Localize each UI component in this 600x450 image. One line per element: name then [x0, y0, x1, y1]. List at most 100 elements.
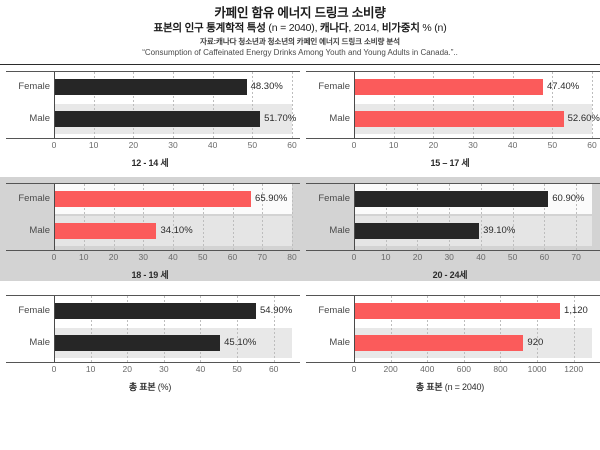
gridline — [262, 184, 264, 250]
panel-title-light: (%) — [155, 382, 172, 392]
bar-value-label: 52.60% — [567, 113, 600, 124]
x-tick-label: 600 — [456, 364, 471, 374]
gridline — [143, 184, 145, 250]
gridline — [237, 296, 239, 362]
category-label-male: Male — [29, 225, 50, 236]
category-label-male: Male — [29, 337, 50, 348]
bar-female — [55, 191, 252, 207]
page-title: 카페인 함유 에너지 드링크 소비량 — [214, 6, 386, 20]
quote-line: “Consumption of Caffeinated Energy Drink… — [142, 48, 458, 57]
x-tick-label: 40 — [207, 140, 218, 150]
chart-band-2: Female 65.90% Male 34.10% 0 10 20 30 40 50 60 70 80… — [0, 177, 600, 281]
plot-bottom-rule — [6, 138, 300, 139]
value-axis-line — [54, 72, 55, 138]
band-gap-1 — [0, 169, 600, 177]
x-tick-label: 70 — [257, 252, 267, 262]
bar-male — [55, 335, 221, 351]
plot-area-0: Female 48.30% Male 51.70% — [0, 71, 300, 139]
bar-male — [355, 335, 524, 351]
category-label-female: Female — [18, 193, 50, 204]
x-tick-label: 70 — [571, 252, 581, 262]
gridline — [292, 72, 293, 138]
plot-top-rule — [306, 183, 600, 184]
plot-bottom-rule — [306, 250, 600, 251]
x-tick-label: 20 — [428, 140, 439, 150]
x-tick-label: 20 — [122, 364, 132, 374]
chart-header: 카페인 함유 에너지 드링크 소비량 표본의 인구 통계학적 특성 (n = 2… — [0, 0, 600, 65]
x-tick-label: 0 — [51, 364, 57, 374]
bar-value-label: 60.90% — [552, 193, 585, 204]
x-tick-label: 0 — [51, 140, 57, 150]
bar-female — [55, 79, 247, 95]
plot-area-3: Female 60.90% Male 39.10% — [300, 183, 600, 251]
bar-value-label: 65.90% — [255, 193, 288, 204]
gridline — [252, 72, 254, 138]
bar-value-label: 47.40% — [547, 81, 580, 92]
panel-caption-3: 20 - 24세 — [432, 270, 468, 280]
x-tick-label: 60 — [227, 252, 238, 262]
x-tick-label: 10 — [79, 252, 89, 262]
value-axis-line — [354, 184, 355, 250]
x-tick-label: 400 — [420, 364, 435, 374]
bar-female — [355, 303, 561, 319]
value-axis-line — [354, 296, 355, 362]
header-divider — [0, 64, 600, 65]
plot-area-1: Female 47.40% Male 52.60% — [300, 71, 600, 139]
x-tick-label: 0 — [51, 252, 57, 262]
x-tick-label: 60 — [287, 140, 297, 150]
plot-top-rule — [306, 295, 600, 296]
gridline — [463, 296, 465, 362]
x-tick-label: 60 — [268, 364, 279, 374]
band-gap-2 — [0, 281, 600, 289]
x-tick-label: 40 — [507, 140, 518, 150]
x-tick-label: 0 — [351, 140, 357, 150]
x-axis-3: 0 10 20 30 40 50 60 70 — [306, 251, 600, 265]
x-axis-4: 0 10 20 30 40 50 60 — [6, 363, 300, 377]
chart-panel-3: Female 60.90% Male 39.10% 0 10 20 30 40 50 60 70 2… — [300, 177, 600, 281]
bar-female — [355, 191, 549, 207]
plot-area-5: Female 1,120 Male 920 — [300, 295, 600, 363]
gridline — [417, 184, 419, 250]
gridline — [500, 296, 502, 362]
gridline — [385, 184, 387, 250]
panel-caption-4: 총 표본 (%) — [0, 380, 300, 393]
bar-male — [55, 223, 157, 239]
x-axis-1: 0 10 20 30 40 50 60 — [306, 139, 600, 153]
bar-value-label: 1,120 — [564, 305, 588, 316]
x-tick-label: 60 — [539, 252, 550, 262]
bar-value-label: 34.10% — [160, 225, 193, 236]
x-tick-label: 800 — [493, 364, 508, 374]
chart-panel-5: Female 1,120 Male 920 0 200 400 600 800 1000 1200… — [300, 289, 600, 393]
bar-male — [55, 111, 261, 127]
gridline — [212, 72, 214, 138]
subtitle-part-5: 비가중치 — [381, 22, 420, 34]
x-tick-label: 50 — [247, 140, 258, 150]
plot-bottom-rule — [6, 250, 300, 251]
x-tick-label: 60 — [587, 140, 597, 150]
x-tick-label: 30 — [168, 140, 178, 150]
category-label-female: Female — [318, 81, 350, 92]
gridline — [127, 296, 129, 362]
x-tick-label: 1000 — [527, 364, 547, 374]
gridline — [273, 296, 275, 362]
value-axis-line — [354, 72, 355, 138]
x-tick-label: 50 — [507, 252, 518, 262]
bar-value-label: 54.90% — [260, 305, 293, 316]
gridline — [592, 72, 593, 138]
bar-female — [355, 79, 544, 95]
chart-panel-2: Female 65.90% Male 34.10% 0 10 20 30 40 50 60 70 80… — [0, 177, 300, 281]
gridline — [512, 184, 514, 250]
x-tick-label: 10 — [85, 364, 96, 374]
gridline — [427, 296, 429, 362]
chart-panel-1: Female 47.40% Male 52.60% 0 10 20 30 40 50 60 15 … — [300, 65, 600, 169]
category-label-female: Female — [18, 305, 50, 316]
x-tick-label: 20 — [128, 140, 139, 150]
bar-value-label: 39.10% — [483, 225, 516, 236]
x-axis-5: 0 200 400 600 800 1000 1200 — [306, 363, 600, 377]
plot-bottom-rule — [306, 362, 600, 363]
bar-female — [55, 303, 257, 319]
plot-top-rule — [6, 183, 300, 184]
panel-caption-1: 15 – 17 세 — [430, 158, 470, 168]
chart-panel-4: Female 54.90% Male 45.10% 0 10 20 30 40 50 60 총 표… — [0, 289, 300, 393]
plot-area-2: Female 65.90% Male 34.10% — [0, 183, 300, 251]
